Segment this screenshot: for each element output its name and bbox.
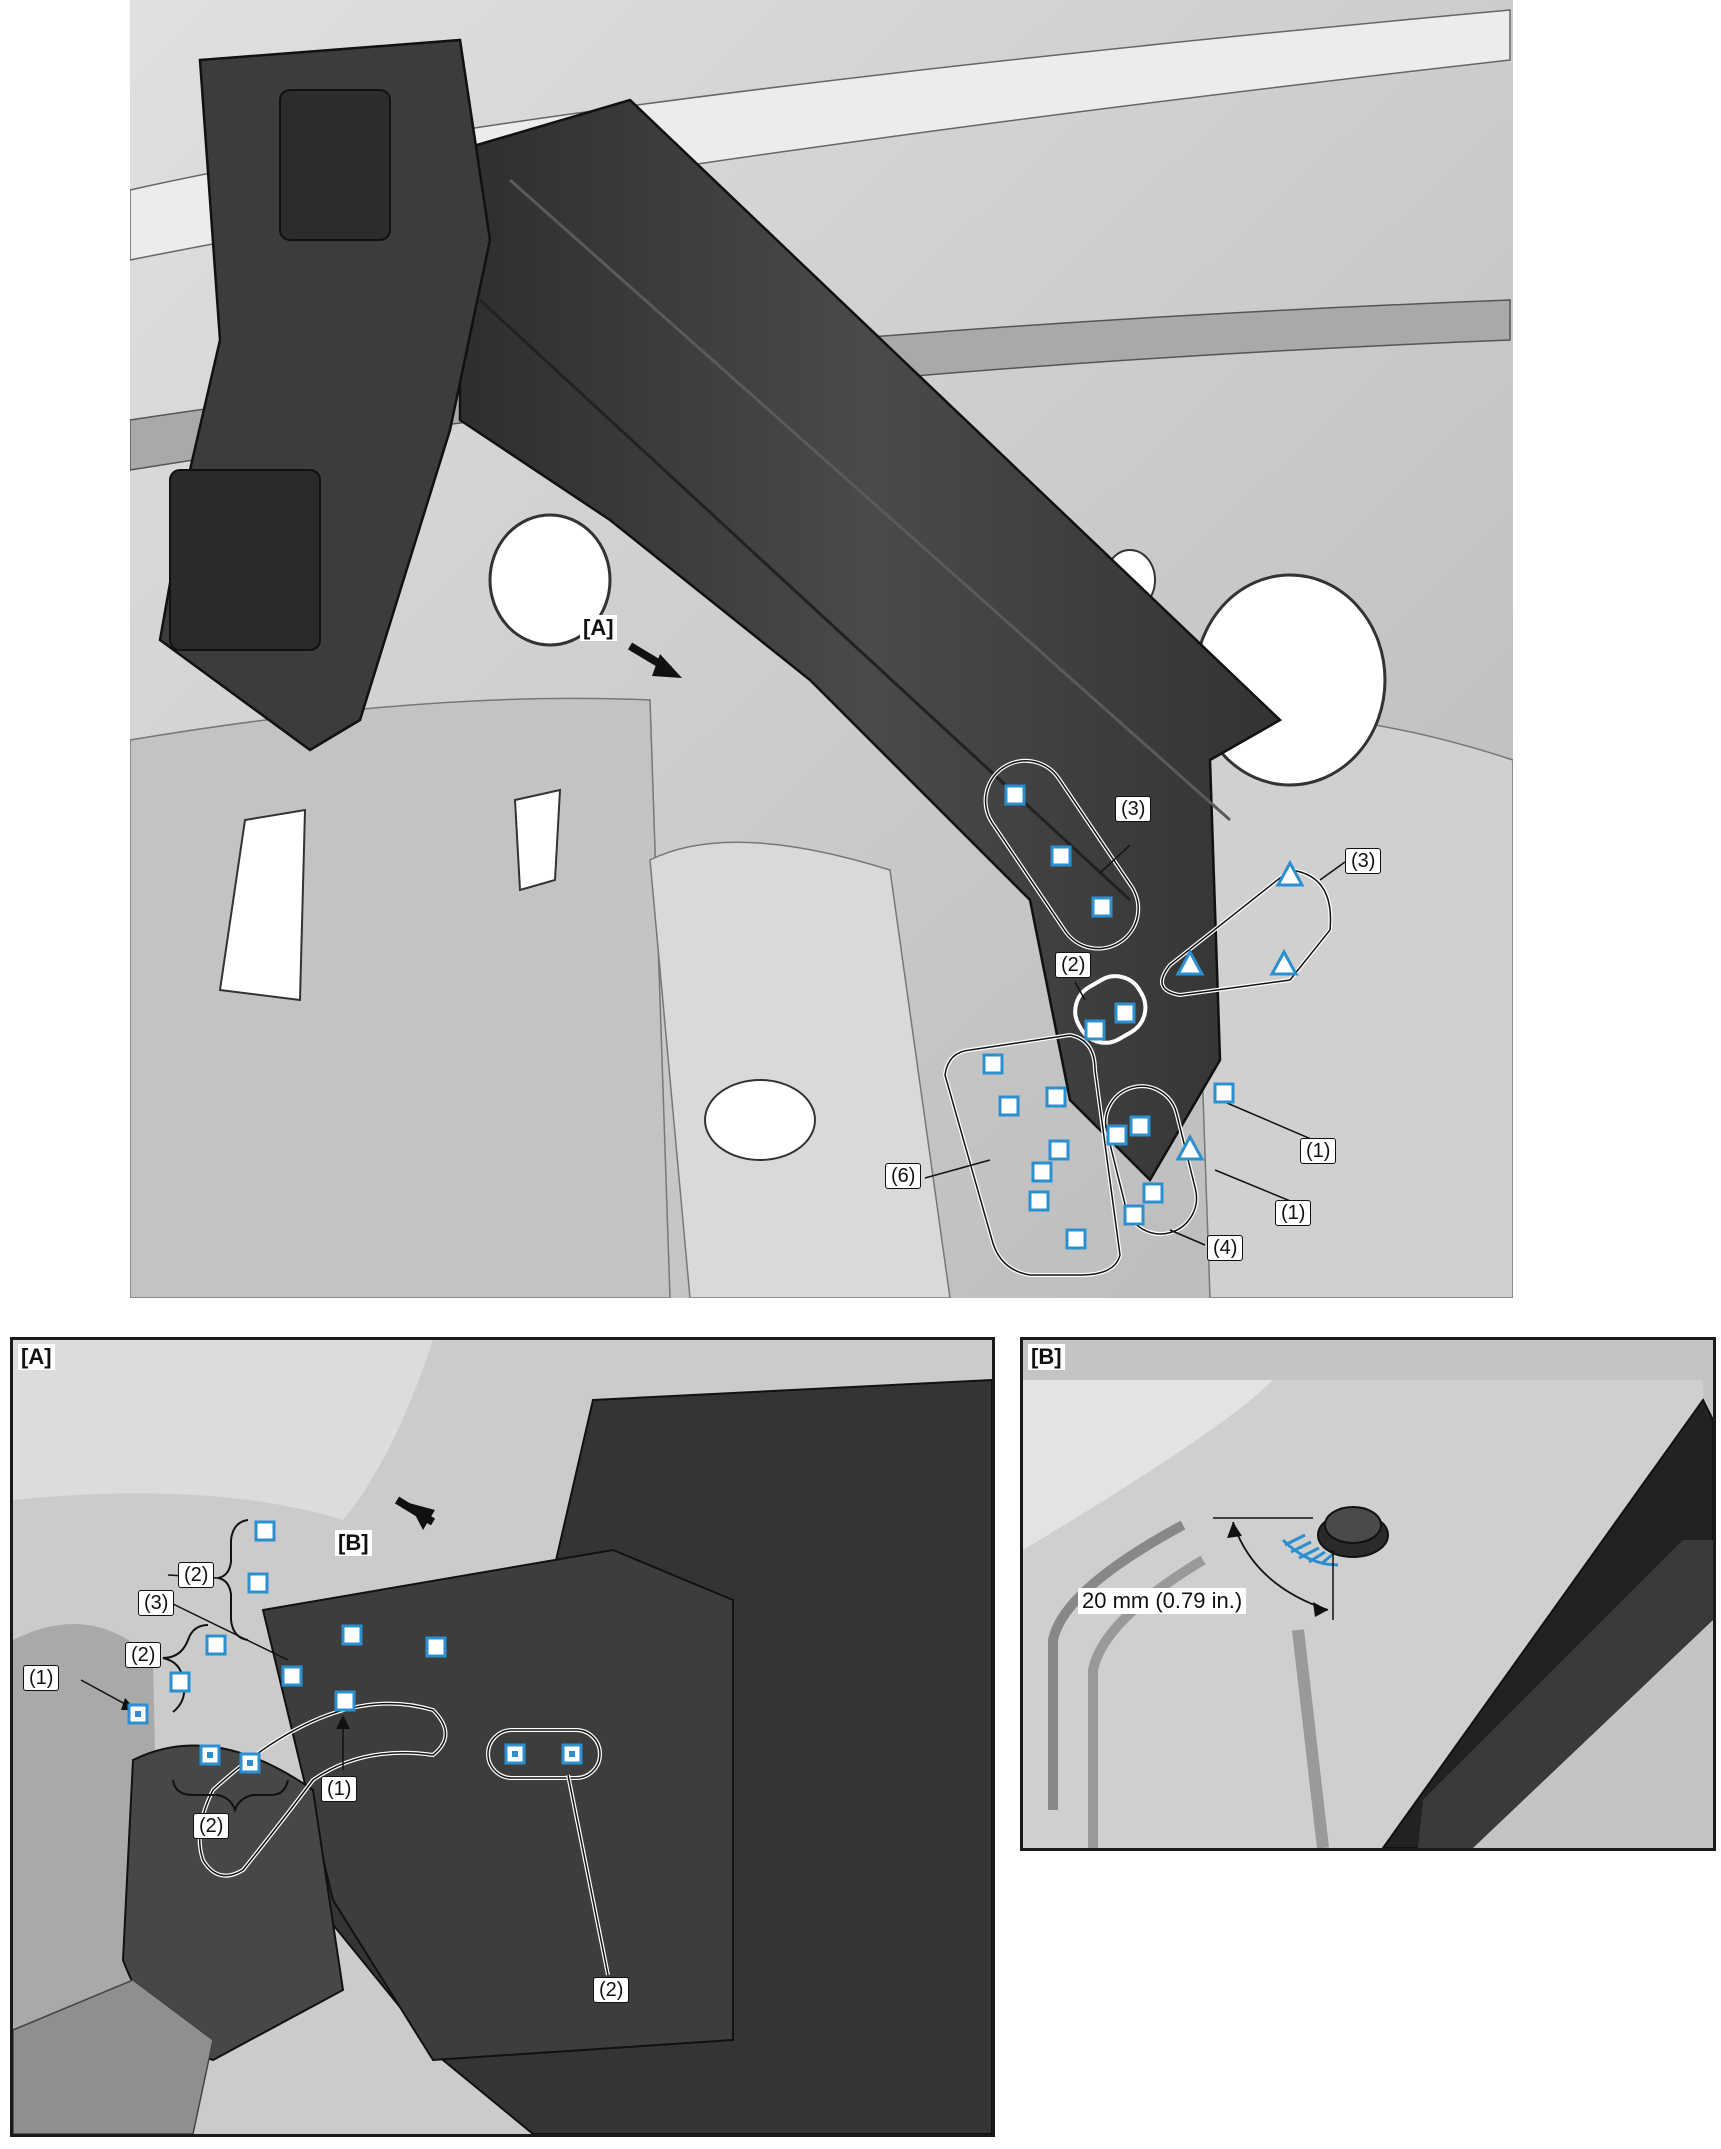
detail-b-label: [B] (1028, 1344, 1065, 1370)
weld-triangle-mark (1269, 948, 1299, 976)
callout-3-right: (3) (1345, 848, 1382, 874)
weld-square-mark (205, 1634, 227, 1656)
weld-square-mark (281, 1665, 303, 1687)
dimension-label: 20 mm (0.79 in.) (1078, 1588, 1247, 1614)
callout-1-upper: (1) (1300, 1138, 1337, 1164)
weld-square-mark (1050, 845, 1072, 867)
callout-2: (2) (1055, 952, 1092, 978)
weld-triangle-mark (1275, 859, 1305, 887)
main-weld-marks (982, 784, 1305, 1250)
weld-center-dot (247, 1760, 253, 1766)
weld-square-mark (169, 1671, 191, 1693)
weld-square-mark (1065, 1228, 1087, 1250)
detail-a-label: [A] (18, 1344, 55, 1370)
weld-square-mark (1213, 1082, 1235, 1104)
weld-center-dot (207, 1752, 213, 1758)
detail-view-b: [B] 20 mm (0.79 in.) (1020, 1337, 1716, 1851)
callout-2-mid: (2) (125, 1642, 162, 1668)
weld-square-mark (982, 1053, 1004, 1075)
callout-3-left: (3) (1115, 796, 1152, 822)
callout-2-bottom: (2) (193, 1813, 230, 1839)
weld-square-mark (425, 1636, 447, 1658)
weld-square-mark (1106, 1124, 1128, 1146)
callout-2-right: (2) (593, 1977, 630, 2003)
weld-center-dot (569, 1751, 575, 1757)
weld-square-mark (998, 1095, 1020, 1117)
weld-square-mark (341, 1624, 363, 1646)
weld-triangle-mark (1175, 948, 1205, 976)
weld-center-dot (512, 1751, 518, 1757)
weld-square-mark (1114, 1002, 1136, 1024)
main-illustration: [A] (3) (3) (2) (1) (1) (6) (4) (130, 0, 1513, 1298)
view-b-reference: [B] (335, 1530, 372, 1556)
weld-square-mark (1129, 1115, 1151, 1137)
weld-triangle-mark (1175, 1133, 1205, 1161)
weld-square-mark (247, 1572, 269, 1594)
callout-2-top: (2) (178, 1562, 215, 1588)
detail-a-weld-marks (127, 1520, 583, 1774)
callout-6: (6) (885, 1163, 922, 1189)
weld-square-mark (1091, 896, 1113, 918)
weld-square-mark (1028, 1190, 1050, 1212)
main-drawing (130, 0, 1513, 1298)
weld-square-mark (334, 1690, 356, 1712)
callout-1-bottom: (1) (321, 1776, 358, 1802)
callout-3: (3) (138, 1590, 175, 1616)
weld-center-dot (135, 1711, 141, 1717)
weld-square-mark (1045, 1086, 1067, 1108)
weld-square-mark (1084, 1019, 1106, 1041)
weld-square-mark (1142, 1182, 1164, 1204)
weld-square-mark (1031, 1161, 1053, 1183)
callout-1-left: (1) (23, 1665, 60, 1691)
callout-1-lower: (1) (1275, 1200, 1312, 1226)
view-a-reference: [A] (580, 615, 617, 641)
weld-square-mark (1123, 1204, 1145, 1226)
weld-square-mark (1004, 784, 1026, 806)
detail-view-a: [A] [B] (2) (3) (2) (1) (2) (1) (2) (10, 1337, 995, 2137)
callout-4: (4) (1207, 1235, 1244, 1261)
weld-square-mark (1048, 1139, 1070, 1161)
detail-a-drawing (13, 1340, 992, 2134)
weld-square-mark (254, 1520, 276, 1542)
